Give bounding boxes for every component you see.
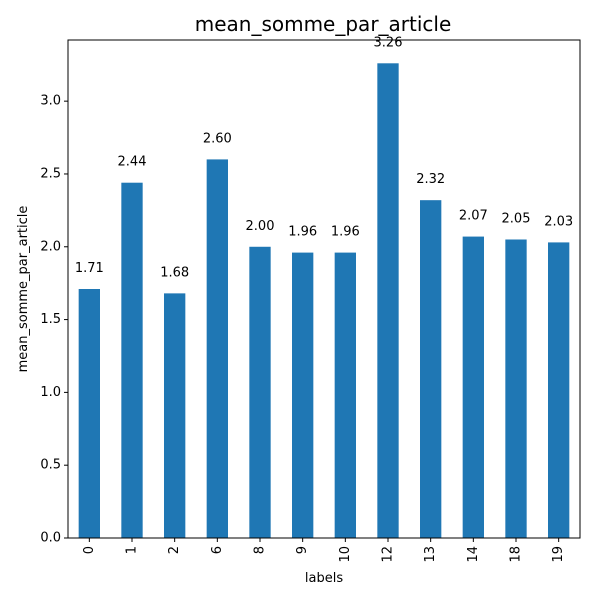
plot-area: 1.71 0 2.44 1 1.68 2 2.60 6 2.00 8 1.96 9 1.96 10 3.26… <box>40 35 581 563</box>
x-tick-label-12: 12 <box>381 546 396 563</box>
bar-10 <box>334 252 356 538</box>
bar-1 <box>121 182 143 538</box>
bar-12 <box>377 63 399 538</box>
chart-title: mean_somme_par_article <box>195 12 452 36</box>
data-label-2: 1.68 <box>160 265 189 280</box>
bar-14 <box>462 236 484 538</box>
y-tick-label: 1.5 <box>40 312 61 327</box>
data-label-14: 2.07 <box>459 209 488 224</box>
y-tick-label: 2.5 <box>40 166 61 181</box>
x-tick-label-2: 2 <box>167 546 182 554</box>
data-label-12: 3.26 <box>374 35 403 50</box>
x-tick-label-10: 10 <box>338 546 353 563</box>
data-label-13: 2.32 <box>416 172 445 187</box>
y-tick-label: 0.0 <box>40 531 61 546</box>
bar-6 <box>206 159 228 538</box>
x-tick-label-8: 8 <box>253 546 268 554</box>
x-tick-label-19: 19 <box>551 546 566 563</box>
x-tick-label-14: 14 <box>466 546 481 563</box>
bar-8 <box>249 246 271 539</box>
bar-13 <box>420 200 442 538</box>
data-label-0: 1.71 <box>75 261 104 276</box>
data-label-1: 2.44 <box>118 155 147 170</box>
y-tick-label: 1.0 <box>40 385 61 400</box>
data-label-18: 2.05 <box>502 211 531 226</box>
x-tick-label-13: 13 <box>423 546 438 563</box>
data-label-9: 1.96 <box>288 225 317 240</box>
x-tick-label-9: 9 <box>295 546 310 554</box>
x-axis-label: labels <box>305 571 343 586</box>
data-label-8: 2.00 <box>246 219 275 234</box>
bar-0 <box>78 289 100 538</box>
y-tick-label: 0.5 <box>40 458 61 473</box>
data-label-10: 1.96 <box>331 225 360 240</box>
x-tick-label-0: 0 <box>82 546 97 554</box>
plot-frame <box>67 39 581 539</box>
x-tick-label-18: 18 <box>509 546 524 563</box>
x-tick-label-1: 1 <box>125 546 140 554</box>
bar-18 <box>505 239 527 539</box>
bar-19 <box>548 242 570 538</box>
data-label-6: 2.60 <box>203 131 232 146</box>
data-label-19: 2.03 <box>544 214 573 229</box>
bar-9 <box>292 252 314 538</box>
bar-2 <box>164 293 186 538</box>
y-tick-label: 2.0 <box>40 239 61 254</box>
x-tick-label-6: 6 <box>210 546 225 554</box>
y-tick-label: 3.0 <box>40 94 61 109</box>
y-axis-label: mean_somme_par_article <box>16 206 31 373</box>
